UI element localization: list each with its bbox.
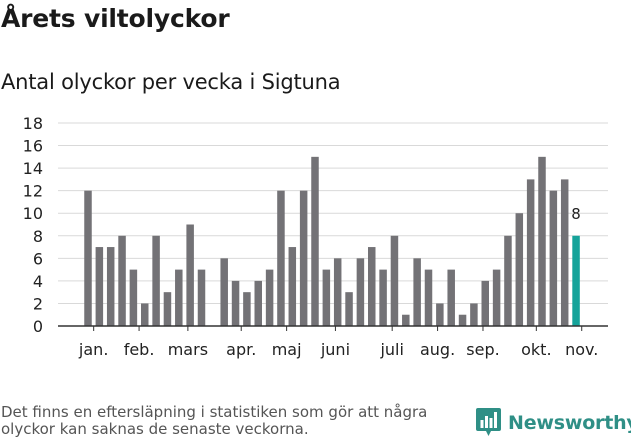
bars (84, 156, 580, 326)
bar (118, 235, 126, 326)
y-tick-label: 6 (33, 249, 43, 268)
bar-highlight (572, 235, 580, 326)
bar (322, 269, 331, 326)
x-tick-label: feb. (124, 340, 155, 359)
bar (549, 190, 558, 326)
bar (390, 235, 399, 326)
y-axis-ticks: 0 2 4 6 8 10 12 14 16 18 (23, 114, 43, 336)
bar (311, 156, 319, 326)
bar (356, 258, 365, 326)
data-labels: 8 (571, 205, 581, 223)
brand-logo[interactable]: Newsworthy (476, 408, 631, 438)
bar (345, 292, 353, 326)
highlight-data-label: 8 (571, 205, 581, 223)
y-tick-label: 12 (23, 182, 43, 201)
bar (470, 303, 478, 326)
y-tick-label: 16 (23, 137, 43, 156)
bar (84, 190, 92, 326)
bar (368, 247, 376, 326)
y-tick-label: 10 (23, 204, 43, 223)
y-tick-label: 18 (23, 114, 43, 133)
brand-name: Newsworthy (508, 412, 631, 434)
x-tick-label: aug. (420, 340, 455, 359)
x-tick-label: nov. (565, 340, 598, 359)
bar (436, 303, 444, 326)
bar (299, 190, 308, 326)
gridlines (58, 122, 608, 304)
y-tick-label: 8 (33, 227, 43, 246)
bar (504, 235, 512, 326)
bar (265, 269, 274, 326)
bar (492, 269, 501, 326)
bar (197, 269, 206, 326)
x-tick-label: maj (272, 340, 302, 359)
chart-title: Årets viltolyckor (1, 4, 230, 33)
bar (106, 247, 115, 326)
x-tick-label: apr. (226, 340, 256, 359)
bar (447, 269, 455, 326)
bar (231, 280, 240, 326)
bar (277, 190, 285, 326)
bar (254, 280, 262, 326)
bar (175, 269, 183, 326)
bar (163, 292, 172, 326)
bar (379, 269, 387, 326)
bar (95, 247, 104, 326)
bar (458, 314, 467, 326)
bar (243, 292, 251, 326)
y-tick-label: 4 (33, 272, 43, 291)
y-tick-label: 0 (33, 317, 43, 336)
chart-subtitle: Antal olyckor per vecka i Sigtuna (1, 70, 341, 94)
x-tick-label: okt. (521, 340, 551, 359)
bar (402, 314, 410, 326)
x-tick-label: juli (379, 340, 403, 359)
bar (538, 156, 546, 326)
x-tick-label: mars (168, 340, 208, 359)
newsworthy-logo-icon (476, 408, 501, 436)
x-axis-ticks: jan. feb. mars apr. maj juni juli aug. sep. okt. n… (78, 326, 598, 359)
bar (481, 280, 489, 326)
x-tick-label: jan. (78, 340, 108, 359)
bar (129, 269, 138, 326)
y-tick-label: 14 (23, 159, 43, 178)
bar (152, 235, 160, 326)
bar (515, 213, 524, 326)
bar (413, 258, 421, 326)
bar (186, 224, 194, 326)
bar (424, 269, 433, 326)
bar (526, 179, 535, 326)
bar (288, 247, 297, 326)
y-tick-label: 2 (33, 294, 43, 313)
x-tick-label: juni (320, 340, 350, 359)
x-tick-label: sep. (466, 340, 499, 359)
bar (141, 303, 149, 326)
bar (560, 179, 569, 326)
bar (220, 258, 228, 326)
bar (333, 258, 342, 326)
footnote: Det finns en eftersläpning i statistiken… (1, 403, 428, 438)
